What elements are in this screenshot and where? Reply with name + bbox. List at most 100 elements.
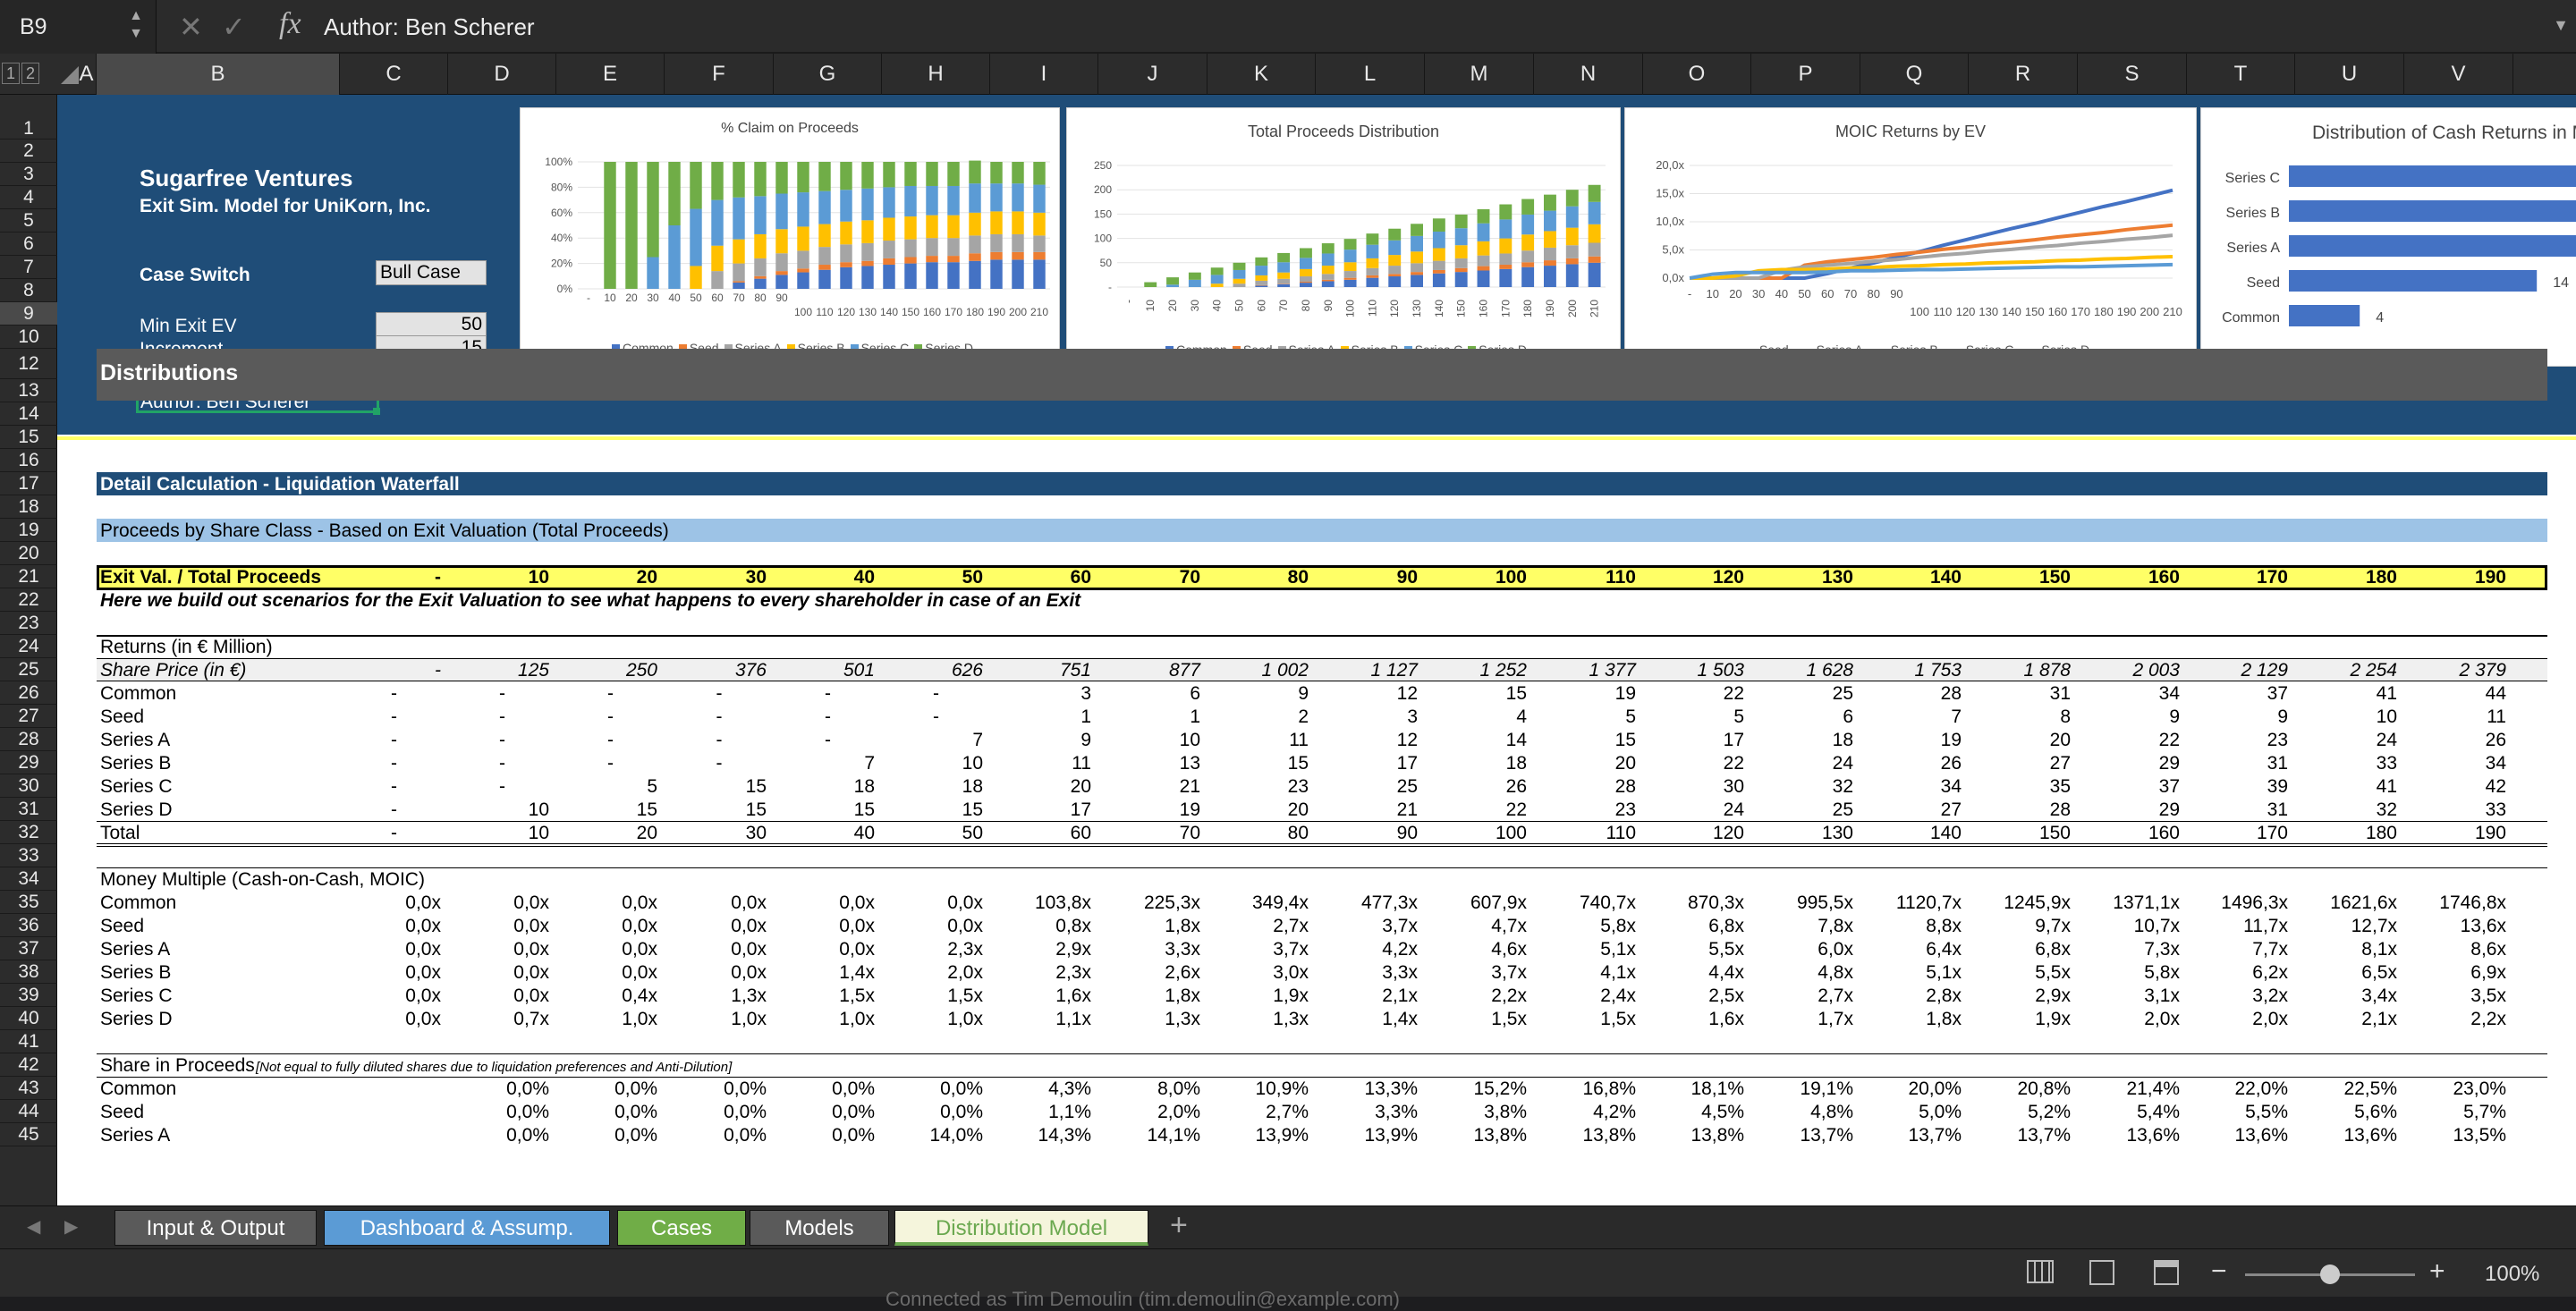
row-header-8[interactable]: 8	[0, 279, 57, 302]
fill-handle[interactable]	[373, 408, 380, 415]
row-header-34[interactable]: 34	[0, 867, 57, 891]
zoom-level[interactable]: 100%	[2485, 1262, 2540, 1286]
column-header-a[interactable]: A	[77, 54, 97, 95]
row-header-13[interactable]: 13	[0, 379, 57, 402]
row-header-7[interactable]: 7	[0, 256, 57, 279]
row-header-28[interactable]: 28	[0, 728, 57, 751]
row-header-30[interactable]: 30	[0, 774, 57, 798]
sheet-tab[interactable]: Distribution Model	[894, 1210, 1148, 1246]
name-box[interactable]: B9	[0, 0, 157, 54]
column-header-f[interactable]: F	[665, 54, 774, 95]
row-header-41[interactable]: 41	[0, 1030, 57, 1053]
function-icon[interactable]: fx	[279, 7, 301, 40]
zoom-slider-thumb[interactable]	[2320, 1264, 2340, 1284]
chart-total-proceeds[interactable]: Total Proceeds Distribution - 50 100 150 200…	[1066, 107, 1621, 367]
row-header-9[interactable]: 9	[0, 302, 57, 326]
row-header-26[interactable]: 26	[0, 681, 57, 705]
row-header-23[interactable]: 23	[0, 612, 57, 635]
row-header-32[interactable]: 32	[0, 821, 57, 844]
row-header-3[interactable]: 3	[0, 163, 57, 186]
column-header-p[interactable]: P	[1751, 54, 1860, 95]
outline-level-button[interactable]: 2	[21, 63, 39, 84]
expand-formula-icon[interactable]: ▼	[2553, 16, 2569, 34]
row-header-16[interactable]: 16	[0, 449, 57, 472]
column-header-q[interactable]: Q	[1860, 54, 1969, 95]
column-header-j[interactable]: J	[1098, 54, 1208, 95]
formula-input[interactable]: Author: Ben Scherer	[324, 13, 535, 40]
row-header-18[interactable]: 18	[0, 495, 57, 519]
cancel-icon[interactable]: ✕	[179, 11, 203, 43]
prev-sheet-icon[interactable]: ◀	[27, 1217, 41, 1237]
row-header-20[interactable]: 20	[0, 542, 57, 565]
column-header-o[interactable]: O	[1643, 54, 1751, 95]
row-header-44[interactable]: 44	[0, 1100, 57, 1123]
sheet-tab[interactable]: Cases	[617, 1210, 746, 1246]
row-header-40[interactable]: 40	[0, 1007, 57, 1030]
next-sheet-icon[interactable]: ▶	[64, 1217, 79, 1237]
chart-claim-on-proceeds[interactable]: % Claim on Proceeds 0% 20% 40% 60% 80% 100% - 1…	[520, 107, 1060, 367]
chart-cash-returns[interactable]: Distribution of Cash Returns in M Series…	[2200, 107, 2576, 367]
column-header-n[interactable]: N	[1534, 54, 1643, 95]
column-header-u[interactable]: U	[2295, 54, 2404, 95]
add-sheet-button[interactable]: +	[1170, 1208, 1188, 1242]
column-header-t[interactable]: T	[2187, 54, 2295, 95]
row-header-39[interactable]: 39	[0, 984, 57, 1007]
row-header-24[interactable]: 24	[0, 635, 57, 658]
column-header-c[interactable]: C	[340, 54, 448, 95]
name-box-stepper[interactable]: ▲ ▼	[129, 8, 143, 41]
outline-level-button[interactable]: 1	[2, 63, 20, 84]
row-header-29[interactable]: 29	[0, 751, 57, 774]
sheet-tab[interactable]: Models	[750, 1210, 889, 1246]
row-header-12[interactable]: 12	[0, 349, 57, 379]
row-header-5[interactable]: 5	[0, 209, 57, 233]
column-header-l[interactable]: L	[1316, 54, 1425, 95]
row-header-19[interactable]: 19	[0, 519, 57, 542]
zoom-out-button[interactable]: −	[2211, 1256, 2227, 1286]
zoom-in-button[interactable]: +	[2429, 1256, 2445, 1286]
row-header-17[interactable]: 17	[0, 472, 57, 495]
cell-area[interactable]: Sugarfree Ventures Exit Sim. Model for U…	[57, 95, 2576, 1205]
column-header-b[interactable]: B	[97, 54, 340, 95]
row-header-43[interactable]: 43	[0, 1077, 57, 1100]
select-all-icon[interactable]	[61, 66, 79, 84]
sheet-tab[interactable]: Input & Output	[114, 1210, 317, 1246]
row-header-4[interactable]: 4	[0, 186, 57, 209]
row-header-1[interactable]: 1	[0, 95, 57, 140]
min-exit-input[interactable]: 50	[376, 312, 487, 337]
normal-view-icon[interactable]	[2027, 1260, 2054, 1283]
row-header-6[interactable]: 6	[0, 233, 57, 256]
row-header-27[interactable]: 27	[0, 705, 57, 728]
row-header-36[interactable]: 36	[0, 914, 57, 937]
column-header-d[interactable]: D	[448, 54, 556, 95]
page-break-icon[interactable]	[2154, 1260, 2179, 1285]
column-header-r[interactable]: R	[1969, 54, 2078, 95]
column-header-s[interactable]: S	[2078, 54, 2187, 95]
row-header-25[interactable]: 25	[0, 658, 57, 681]
column-header-v[interactable]: V	[2404, 54, 2513, 95]
sheet-tab[interactable]: Dashboard & Assump.	[324, 1210, 610, 1246]
column-header-m[interactable]: M	[1425, 54, 1534, 95]
column-header-e[interactable]: E	[556, 54, 665, 95]
row-header-14[interactable]: 14	[0, 402, 57, 426]
confirm-icon[interactable]: ✓	[222, 11, 246, 43]
chart-moic-returns[interactable]: MOIC Returns by EV 0,0x 5,0x 10,0x 15,0x 20,…	[1624, 107, 2197, 367]
row-header-10[interactable]: 10	[0, 326, 57, 349]
row-header-2[interactable]: 2	[0, 140, 57, 163]
case-switch-input[interactable]: Bull Case	[376, 260, 487, 285]
row-header-42[interactable]: 42	[0, 1053, 57, 1077]
row-header-22[interactable]: 22	[0, 588, 57, 612]
row-header-45[interactable]: 45	[0, 1123, 57, 1146]
column-header-i[interactable]: I	[990, 54, 1098, 95]
row-header-35[interactable]: 35	[0, 891, 57, 914]
page-layout-icon[interactable]	[2089, 1260, 2114, 1285]
row-header-37[interactable]: 37	[0, 937, 57, 960]
row-header-21[interactable]: 21	[0, 565, 57, 588]
row-header-31[interactable]: 31	[0, 798, 57, 821]
column-header-h[interactable]: H	[882, 54, 990, 95]
row-header-33[interactable]: 33	[0, 844, 57, 867]
row-header-15[interactable]: 15	[0, 426, 57, 449]
column-header-k[interactable]: K	[1208, 54, 1316, 95]
row-header-38[interactable]: 38	[0, 960, 57, 984]
